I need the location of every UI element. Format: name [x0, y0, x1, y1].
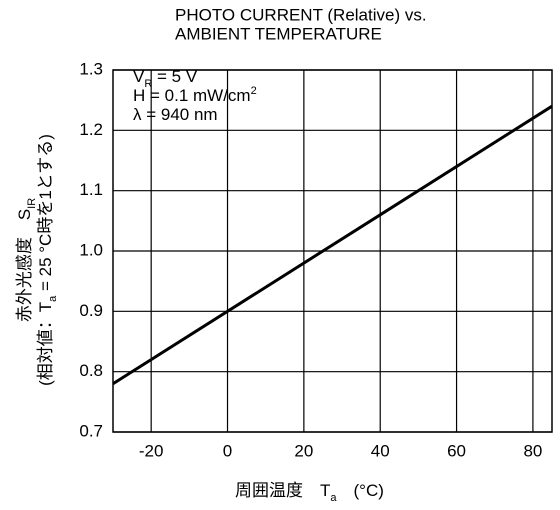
text-part: H = 0.1 mW/cm	[133, 86, 251, 105]
y-tick-label: 0.7	[79, 421, 103, 440]
y-tick-label: 0.8	[79, 361, 103, 380]
y-tick-label: 1.0	[79, 240, 103, 259]
chart-title: PHOTO CURRENT (Relative) vs.	[175, 5, 427, 24]
text-part: R	[144, 78, 152, 90]
annotation: VR = 5 V	[133, 67, 198, 89]
data-line	[112, 104, 553, 386]
text-part: a	[47, 295, 59, 302]
text-part: V	[133, 67, 145, 86]
text-part: λ = 940 nm	[133, 105, 218, 124]
text-part: 赤外光感度 S	[15, 209, 34, 322]
y-axis-label: 赤外光感度 SIR	[15, 198, 37, 322]
x-tick-label: 80	[523, 441, 542, 460]
y-tick-label: 1.2	[79, 120, 103, 139]
text-part: (°C)	[337, 481, 384, 500]
text-part: 2	[251, 85, 257, 97]
text-part: (相対値：T	[36, 302, 55, 386]
x-tick-label: 40	[371, 441, 390, 460]
y-tick-label: 0.9	[79, 301, 103, 320]
text-part: = 25 °C時を1とする)	[36, 134, 55, 296]
chart-title: AMBIENT TEMPERATURE	[175, 24, 382, 43]
y-tick-label: 1.1	[79, 180, 103, 199]
x-tick-label: 20	[294, 441, 313, 460]
text-part: 周囲温度 T	[235, 481, 330, 500]
text-part: = 5 V	[152, 67, 198, 86]
text-part: IR	[26, 198, 38, 209]
x-tick-label: 0	[223, 441, 232, 460]
plot-frame	[112, 69, 553, 433]
x-tick-label: 60	[447, 441, 466, 460]
x-axis-label: 周囲温度 Ta (°C)	[235, 481, 384, 503]
annotation: λ = 940 nm	[133, 105, 218, 124]
annotation: H = 0.1 mW/cm2	[133, 85, 257, 106]
text-part: a	[330, 492, 337, 504]
y-axis-label: (相対値：Ta = 25 °C時を1とする)	[36, 134, 58, 386]
y-tick-label: 1.3	[79, 59, 103, 78]
x-tick-label: -20	[139, 441, 164, 460]
